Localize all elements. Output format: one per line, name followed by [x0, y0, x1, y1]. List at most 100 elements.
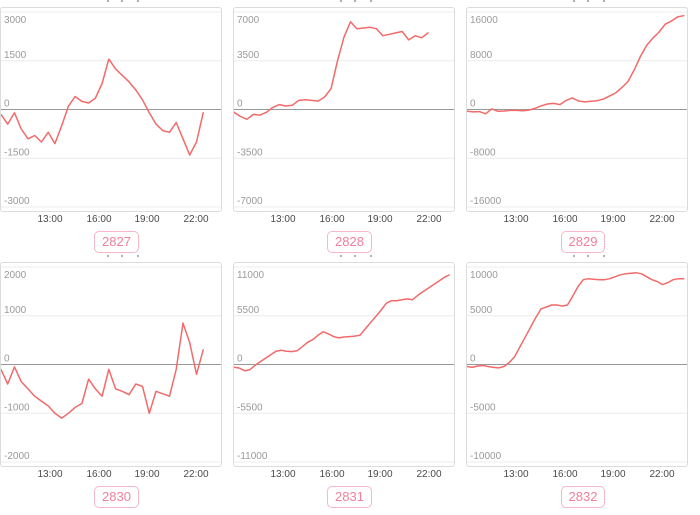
y-axis-tick-label: 16000 — [470, 15, 498, 26]
series-line — [234, 274, 450, 372]
chart-id-badge[interactable]: 2831 — [327, 486, 372, 508]
x-axis-tick-label: 22:00 — [416, 469, 442, 480]
x-axis-labels: 13:00 16:00 19:00 22:00 — [233, 212, 455, 227]
y-axis-tick-label: 5500 — [237, 305, 260, 316]
chart-id-badge[interactable]: 2829 — [560, 231, 606, 253]
clipped-title-fragment — [136, 0, 139, 2]
clipped-title-fragment — [603, 255, 605, 257]
clipped-chart-title — [466, 255, 700, 262]
x-axis-tick-label: 16:00 — [86, 469, 112, 480]
x-axis-tick-label: 22:00 — [416, 214, 442, 225]
line-chart-svg-2831: 11000 5500 0 -5500 -11000 — [234, 266, 454, 463]
x-axis-labels: 13:00 16:00 19:00 22:00 — [0, 467, 222, 482]
chart-plot-area: 2000 1000 0 -1000 -2000 — [0, 262, 222, 467]
line-chart-svg-2830: 2000 1000 0 -1000 -2000 — [1, 266, 221, 463]
clipped-title-fragment — [587, 255, 589, 257]
x-axis-tick-label: 13:00 — [503, 469, 529, 480]
clipped-title-fragment — [136, 255, 139, 257]
chart-plot-area: 11000 5500 0 -5500 -11000 — [233, 262, 455, 467]
x-axis-tick-label: 13:00 — [503, 214, 529, 225]
x-axis-tick-label: 16:00 — [319, 214, 345, 225]
clipped-title-fragment — [339, 255, 342, 257]
clipped-title-fragment — [120, 0, 123, 2]
y-axis-tick-label: 1500 — [4, 50, 27, 61]
x-axis-tick-label: 19:00 — [600, 469, 626, 480]
clipped-title-fragment — [587, 0, 589, 2]
y-axis-tick-label: 0 — [237, 354, 243, 365]
clipped-title-fragment — [106, 255, 109, 257]
chart-plot-area: 16000 8000 0 -8000 -16000 — [466, 7, 688, 212]
x-axis-tick-label: 19:00 — [367, 469, 393, 480]
y-axis-tick-label: 3000 — [4, 15, 27, 26]
x-axis-tick-label: 22:00 — [183, 469, 209, 480]
chart-id-badge[interactable]: 2827 — [94, 231, 139, 253]
y-axis-tick-label: 0 — [4, 354, 10, 365]
line-chart-svg-2832: 10000 5000 0 -5000 -10000 — [467, 266, 687, 463]
clipped-chart-title — [233, 0, 466, 7]
x-axis-tick-label: 13:00 — [37, 214, 63, 225]
y-axis-tick-label: 10000 — [470, 270, 498, 281]
y-axis-tick-label: 0 — [470, 99, 476, 110]
x-axis-tick-label: 16:00 — [552, 214, 578, 225]
chart-id-badge-row: 2828 — [233, 231, 466, 253]
x-axis-tick-label: 13:00 — [37, 469, 63, 480]
y-axis-tick-label: 7000 — [237, 15, 260, 26]
y-axis-tick-label: 0 — [4, 99, 10, 110]
x-axis-tick-label: 13:00 — [270, 214, 296, 225]
chart-id-badge-row: 2832 — [466, 486, 700, 508]
clipped-title-fragment — [603, 0, 605, 2]
chart-id-badge-row: 2831 — [233, 486, 466, 508]
chart-id-badge-row: 2829 — [466, 231, 700, 253]
clipped-title-fragment — [106, 0, 109, 2]
x-axis-tick-label: 16:00 — [319, 469, 345, 480]
y-axis-tick-label: -1500 — [4, 147, 30, 158]
y-axis-tick-label: -2000 — [4, 451, 30, 462]
clipped-title-fragment — [120, 255, 123, 257]
chart-card: 16000 8000 0 -8000 -16000 13:00 16:00 19:00 22:0… — [466, 0, 700, 255]
y-axis-tick-label: 8000 — [470, 50, 493, 61]
y-axis-tick-label: -5500 — [237, 402, 263, 413]
x-axis-tick-label: 22:00 — [649, 469, 675, 480]
y-axis-tick-label: 3500 — [237, 50, 260, 61]
chart-plot-area: 3000 1500 0 -1500 -3000 — [0, 7, 222, 212]
y-axis-tick-label: 0 — [470, 354, 476, 365]
y-axis-tick-label: -3000 — [4, 196, 30, 207]
x-axis-labels: 13:00 16:00 19:00 22:00 — [233, 467, 455, 482]
y-axis-tick-label: -10000 — [470, 451, 502, 462]
chart-card: 3000 1500 0 -1500 -3000 13:00 16:00 19:00 22:00 2… — [0, 0, 233, 255]
x-axis-tick-label: 16:00 — [552, 469, 578, 480]
x-axis-tick-label: 19:00 — [134, 469, 160, 480]
x-axis-tick-label: 16:00 — [86, 214, 112, 225]
x-axis-labels: 13:00 16:00 19:00 22:00 — [466, 212, 688, 227]
y-axis-tick-label: 1000 — [4, 305, 27, 316]
y-axis-tick-label: -3500 — [237, 147, 263, 158]
x-axis-tick-label: 19:00 — [367, 214, 393, 225]
clipped-chart-title — [0, 0, 233, 7]
series-line — [1, 322, 204, 419]
x-axis-labels: 13:00 16:00 19:00 22:00 — [466, 467, 688, 482]
x-axis-tick-label: 22:00 — [183, 214, 209, 225]
chart-card: 10000 5000 0 -5000 -10000 13:00 16:00 19:00 22:0… — [466, 255, 700, 515]
chart-card: 2000 1000 0 -1000 -2000 13:00 16:00 19:00 22:00 2… — [0, 255, 233, 515]
series-line — [234, 21, 429, 121]
chart-id-badge[interactable]: 2830 — [94, 486, 139, 508]
x-axis-tick-label: 19:00 — [600, 214, 626, 225]
chart-plot-area: 10000 5000 0 -5000 -10000 — [466, 262, 688, 467]
chart-card: 11000 5500 0 -5500 -11000 13:00 16:00 19:00 22:0… — [233, 255, 466, 515]
chart-id-badge[interactable]: 2828 — [327, 231, 372, 253]
x-axis-tick-label: 13:00 — [270, 469, 296, 480]
chart-id-badge[interactable]: 2832 — [560, 486, 606, 508]
clipped-title-fragment — [573, 0, 575, 2]
series-line — [1, 58, 204, 156]
x-axis-labels: 13:00 16:00 19:00 22:00 — [0, 212, 222, 227]
y-axis-tick-label: -11000 — [237, 451, 268, 462]
chart-card: 7000 3500 0 -3500 -7000 13:00 16:00 19:00 22:00 2… — [233, 0, 466, 255]
y-axis-tick-label: 2000 — [4, 270, 27, 281]
y-axis-tick-label: 11000 — [237, 270, 265, 281]
x-axis-tick-label: 19:00 — [134, 214, 160, 225]
y-axis-tick-label: -7000 — [237, 196, 263, 207]
line-chart-svg-2829: 16000 8000 0 -8000 -16000 — [467, 11, 687, 208]
y-axis-tick-label: -5000 — [470, 402, 496, 413]
chart-id-badge-row: 2830 — [0, 486, 233, 508]
chart-id-badge-row: 2827 — [0, 231, 233, 253]
